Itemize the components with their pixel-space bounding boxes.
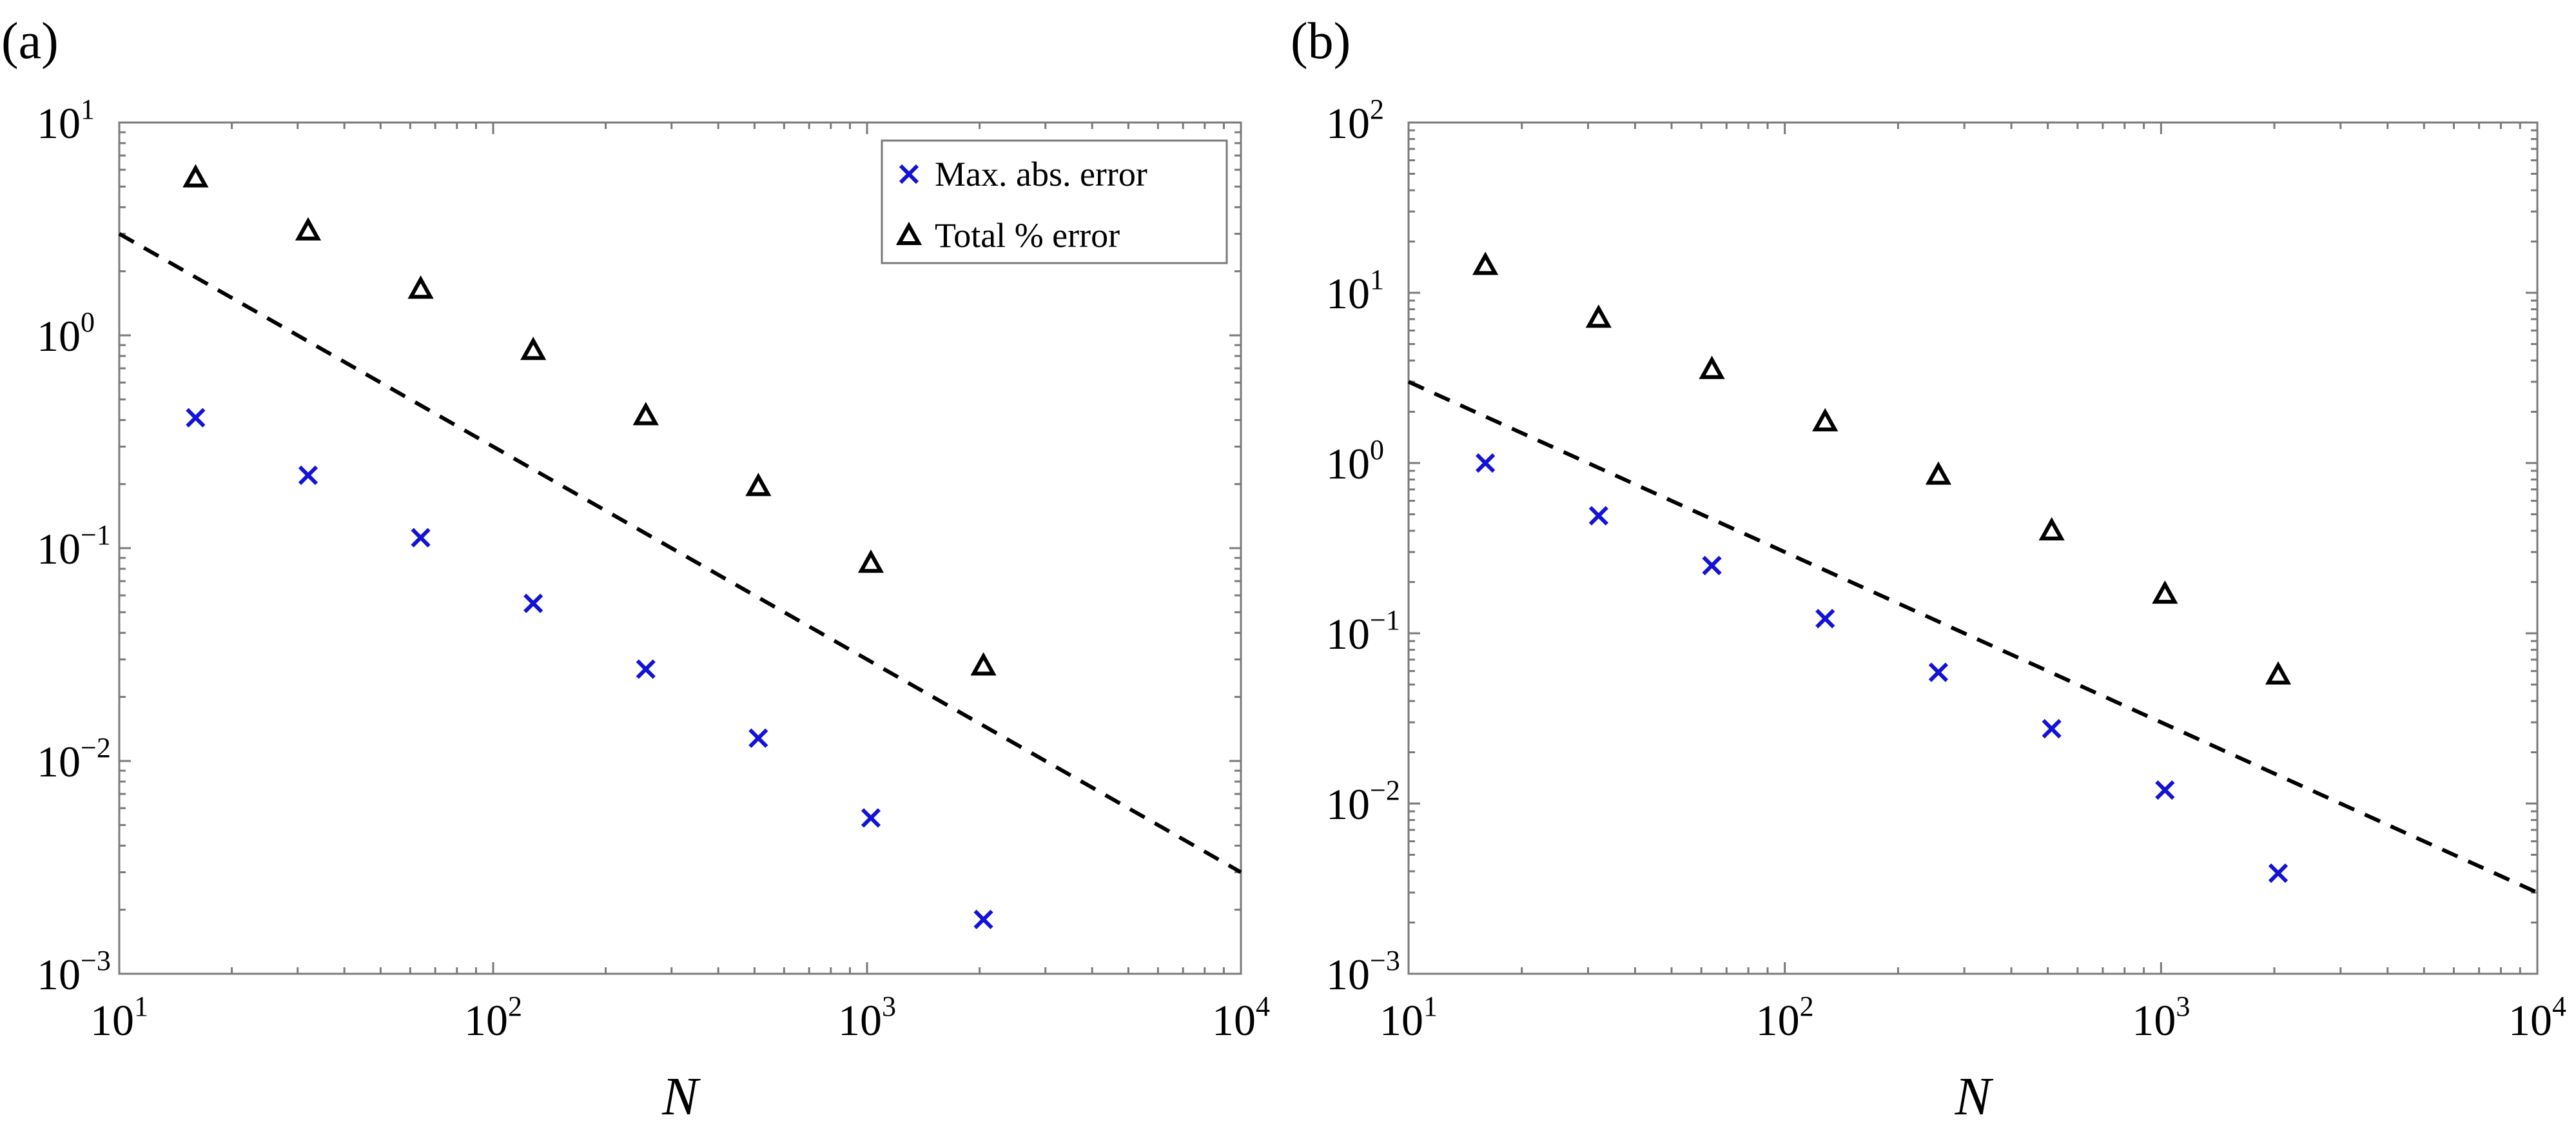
data-point-triangle (407, 275, 434, 299)
data-point-cross (1702, 555, 1722, 576)
data-point-cross (636, 659, 656, 679)
y-tick-label: 10−2 (37, 732, 111, 786)
y-tick-label: 101 (37, 94, 95, 148)
panel-label: (a) (1, 13, 59, 70)
y-tick-label: 102 (1326, 94, 1384, 148)
y-tick-label: 10−3 (1326, 945, 1400, 999)
x-tick-label: 104 (2508, 991, 2566, 1045)
legend: Max. abs. error Total % error (881, 139, 1228, 264)
data-point-triangle (857, 549, 884, 573)
y-tick-label: 10−2 (1326, 775, 1400, 829)
legend-label: Total % error (935, 216, 1120, 255)
data-point-cross (1815, 609, 1835, 629)
data-point-cross (2155, 780, 2175, 800)
x-axis-label: N (661, 1067, 701, 1127)
panel-b: (b) 101 102 103 104 10−3 10−2 10−1 100 101 102 N (1291, 13, 2566, 1127)
x-tick-label: 101 (1380, 991, 1438, 1045)
x-tick-label: 101 (90, 991, 148, 1045)
y-tick-label: 10−1 (1326, 604, 1400, 658)
legend-marker-cross (899, 164, 919, 184)
reference-line (118, 232, 1242, 874)
data-point-cross (298, 465, 318, 486)
reference-line (1407, 380, 2539, 894)
data-point-cross (1476, 453, 1496, 473)
panel-label: (b) (1291, 13, 1351, 70)
data-point-cross (973, 909, 993, 929)
data-point-cross (186, 408, 206, 428)
data-point-cross (861, 808, 881, 828)
plot-frame (1407, 121, 2539, 975)
data-point-triangle (1812, 408, 1839, 431)
x-tick-label: 102 (1756, 991, 1814, 1045)
data-point-cross (411, 528, 431, 548)
data-point-triangle (520, 337, 547, 360)
y-tick-label: 100 (1326, 434, 1384, 488)
data-point-cross (748, 728, 768, 748)
panel-a: (a) 101 102 103 104 10−3 10−2 10−1 100 101 N Max. a… (1, 13, 1270, 1127)
data-point-triangle (1585, 304, 1612, 328)
data-point-triangle (295, 217, 322, 241)
data-point-triangle (970, 652, 997, 676)
data-point-triangle (1699, 355, 1725, 379)
data-point-cross (1588, 506, 1608, 526)
legend-marker-triangle (895, 221, 922, 245)
data-point-triangle (1472, 252, 1499, 275)
y-tick-label: 101 (1326, 264, 1384, 318)
x-tick-label: 102 (464, 991, 522, 1045)
x-axis-label: N (1954, 1067, 1993, 1127)
data-point-triangle (2152, 580, 2178, 604)
x-tick-label: 104 (1212, 991, 1270, 1045)
data-point-triangle (2265, 661, 2292, 685)
legend-box (881, 139, 1228, 264)
data-point-cross (523, 593, 543, 613)
y-tick-label: 10−1 (37, 519, 111, 573)
data-point-triangle (1925, 461, 1952, 485)
data-point-triangle (745, 473, 772, 497)
data-point-cross (2268, 863, 2288, 883)
data-point-cross (2042, 718, 2062, 739)
legend-label: Max. abs. error (935, 155, 1147, 193)
data-point-triangle (2038, 517, 2065, 541)
y-tick-label: 100 (37, 306, 95, 360)
data-point-triangle (632, 402, 659, 426)
data-point-triangle (182, 164, 209, 188)
x-tick-label: 103 (838, 991, 896, 1045)
data-point-cross (1928, 662, 1949, 682)
y-tick-label: 10−3 (37, 945, 111, 999)
x-tick-label: 103 (2132, 991, 2190, 1045)
